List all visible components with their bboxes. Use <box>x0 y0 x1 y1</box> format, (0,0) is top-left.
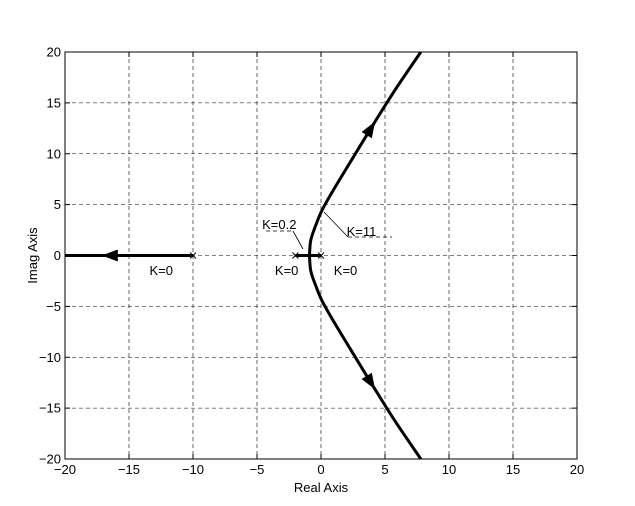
direction-arrow-1 <box>361 121 376 139</box>
x-tick-label-7: 15 <box>506 462 520 477</box>
open-loop-poles <box>189 252 325 259</box>
annotations: K=0 K=0 K=0 K=0.2 K=11 <box>149 217 376 278</box>
pole-stroke-b-1 <box>292 252 299 259</box>
y-tick-label-0: −20 <box>39 452 61 467</box>
x-ticks: −20 −15 −10 −5 0 5 10 15 20 <box>54 52 584 477</box>
y-tick-label-1: −15 <box>39 401 61 416</box>
y-tick-label-8: 20 <box>47 45 61 60</box>
annotation-3: K=0.2 <box>262 217 296 232</box>
x-tick-label-2: −10 <box>182 462 204 477</box>
pole-marker-1 <box>292 252 299 259</box>
x-tick-label-3: −5 <box>250 462 265 477</box>
k11-leader <box>323 211 349 238</box>
arrow-head-2 <box>361 372 376 390</box>
annotation-leaders <box>266 211 392 250</box>
y-tick-label-5: 5 <box>54 197 61 212</box>
y-tick-label-2: −10 <box>39 350 61 365</box>
direction-arrows <box>101 121 376 390</box>
direction-arrow-2 <box>361 372 376 390</box>
annotation-0: K=0 <box>149 263 173 278</box>
direction-arrow-0 <box>101 249 118 262</box>
x-tick-label-5: 5 <box>381 462 388 477</box>
locus-branch-4 <box>307 255 423 460</box>
y-tick-label-7: 15 <box>47 95 61 110</box>
y-tick-label-4: 0 <box>54 248 61 263</box>
x-tick-label-0: −20 <box>54 462 76 477</box>
x-tick-label-6: 10 <box>442 462 456 477</box>
annotation-1: K=0 <box>275 263 299 278</box>
y-axis-label: Imag Axis <box>25 227 40 284</box>
x-tick-label-8: 20 <box>570 462 584 477</box>
x-tick-label-4: 0 <box>317 462 324 477</box>
locus-branches <box>65 51 423 460</box>
annotation-4: K=11 <box>347 224 377 239</box>
pole-stroke-b-2 <box>317 252 325 259</box>
locus-branch-3 <box>307 51 423 256</box>
pole-marker-2 <box>317 252 325 259</box>
x-axis-label: Real Axis <box>294 480 349 495</box>
arrow-head-0 <box>101 249 118 262</box>
y-ticks: −20 −15 −10 −5 0 5 10 15 20 <box>39 45 577 467</box>
y-tick-label-3: −5 <box>46 299 61 314</box>
y-tick-label-6: 10 <box>47 146 61 161</box>
x-tick-label-1: −15 <box>118 462 140 477</box>
annotation-2: K=0 <box>334 263 358 278</box>
pole-stroke-b-0 <box>189 252 197 259</box>
pole-marker-0 <box>189 252 197 259</box>
arrow-head-1 <box>361 121 376 139</box>
k02-leader <box>292 230 304 250</box>
